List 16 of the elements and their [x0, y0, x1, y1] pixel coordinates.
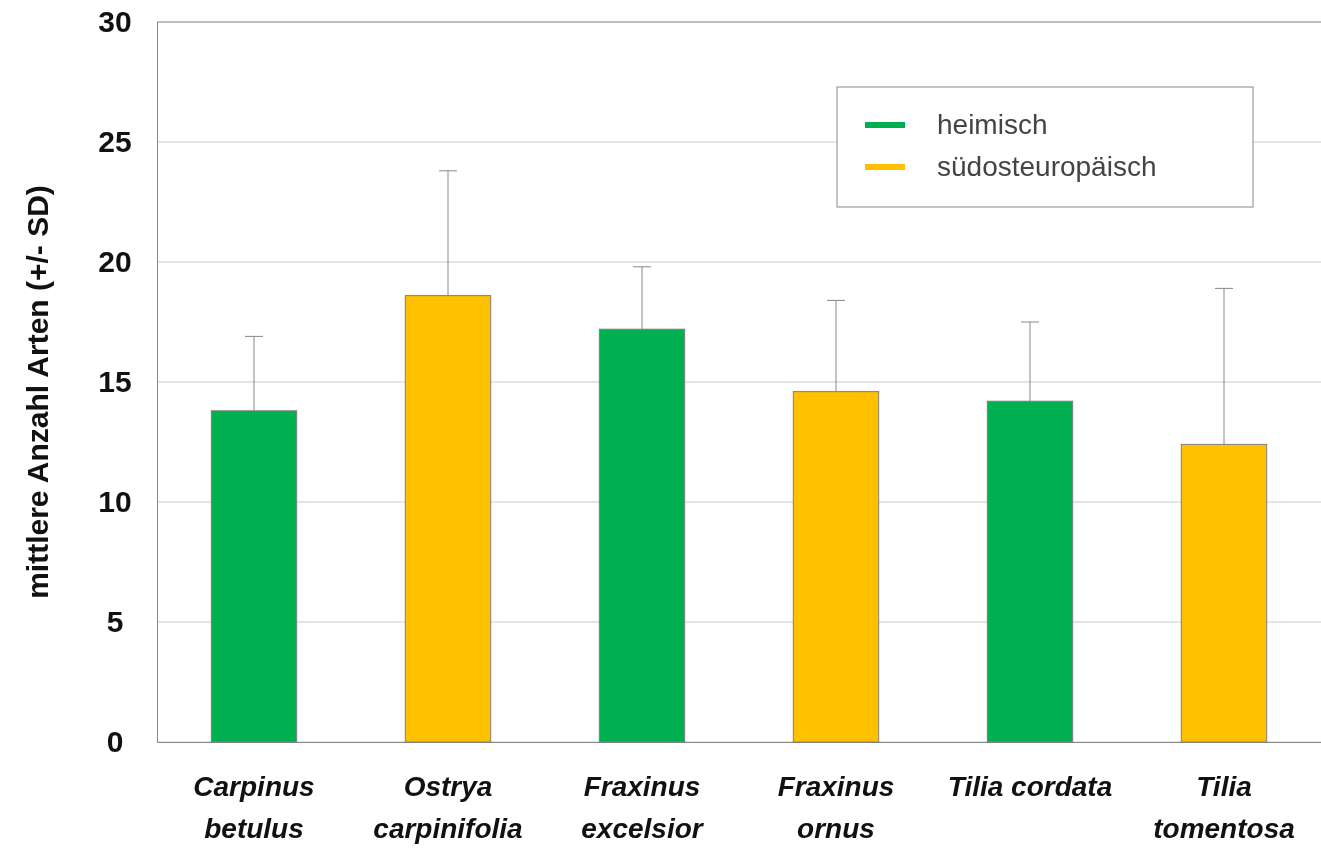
x-tick-label: Tilia tomentosa: [1153, 770, 1295, 844]
x-tick-label: Carpinus betulus: [193, 770, 315, 844]
y-axis-title: mittlere Anzahl Arten (+/- SD): [21, 185, 54, 599]
y-tick-label: 0: [106, 725, 124, 759]
y-tick-label: 5: [106, 605, 124, 639]
y-tick-label: 25: [98, 125, 132, 159]
x-tick-label: Fraxinus excelsior: [581, 770, 705, 844]
x-tick-label: Tilia cordata: [947, 770, 1113, 802]
y-tick-label: 10: [98, 485, 132, 519]
legend-label: heimisch: [937, 109, 1048, 140]
legend-label: südosteuropäisch: [937, 151, 1157, 182]
x-tick-label: Ostrya carpinifolia: [373, 770, 523, 844]
y-tick-label: 20: [98, 245, 132, 279]
y-tick-label: 15: [98, 365, 132, 399]
x-tick-label: Fraxinus ornus: [777, 770, 895, 844]
y-tick-label: 30: [98, 5, 132, 39]
